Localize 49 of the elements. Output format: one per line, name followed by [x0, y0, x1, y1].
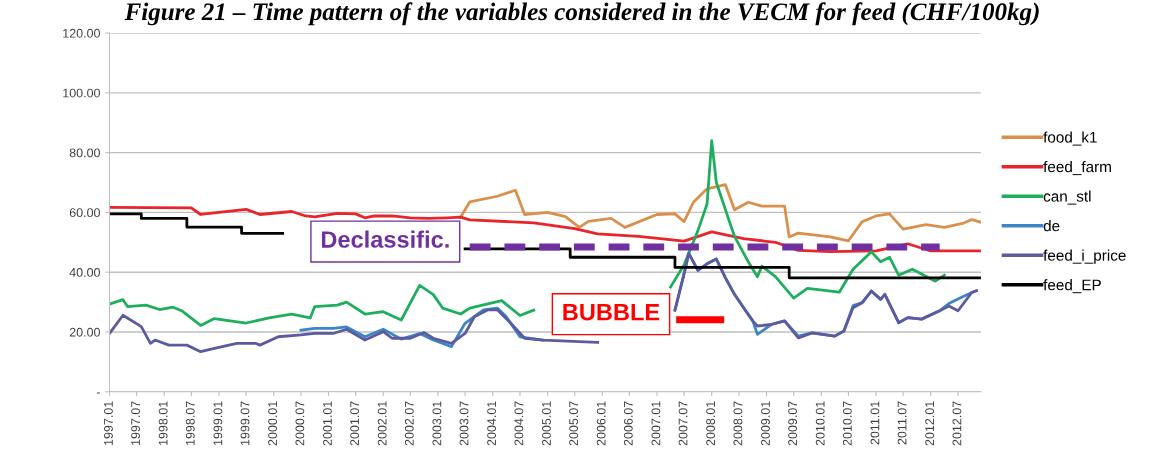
x-tick-label: 2007.07	[678, 401, 688, 446]
x-tick-label: 2009.07	[788, 401, 798, 446]
legend-label: can_stl	[1043, 190, 1091, 205]
x-tick-label: 2005.01	[542, 401, 551, 446]
y-tick-label: 20.00	[69, 327, 100, 337]
x-tick-label: 2010.07	[842, 401, 852, 446]
x-tick-label: 2007.01	[651, 401, 661, 446]
x-tick-label: 2011.07	[897, 401, 907, 445]
x-tick-label: 1997.01	[104, 401, 113, 446]
x-tick-label: 2006.07	[623, 401, 633, 446]
x-tick-label: 2001.01	[323, 401, 332, 446]
x-tick-label: 1998.01	[158, 401, 168, 446]
x-tick-label: 2002.07	[404, 401, 414, 446]
legend-label: feed_EP	[1043, 279, 1101, 294]
y-tick-label: 80.00	[69, 148, 100, 158]
y-tick-label: -	[96, 392, 100, 394]
x-tick-label: 2008.07	[733, 401, 743, 446]
y-tick-label: 120.00	[63, 28, 100, 38]
y-tick-label: 40.00	[69, 267, 100, 277]
x-tick-label: 1997.07	[131, 401, 140, 446]
x-tick-label: 2009.01	[761, 401, 770, 446]
chart-title: Figure 21 – Time pattern of the variables considered in the VECM for feed (CHF/100kg)	[124, 2, 1039, 26]
legend-label: food_k1	[1043, 131, 1097, 146]
x-tick-label: 2006.01	[596, 401, 606, 446]
x-tick-label: 1999.01	[213, 401, 223, 446]
x-tick-label: 2004.01	[487, 401, 497, 446]
annotation: BUBBLE	[563, 304, 660, 321]
legend-label: feed_farm	[1043, 161, 1111, 176]
x-tick-label: 2003.01	[432, 401, 442, 446]
x-tick-label: 2002.01	[377, 401, 387, 446]
annotation: Declassific.	[321, 230, 449, 248]
legend-label: feed_i_price	[1043, 249, 1126, 264]
y-tick-label: 100.00	[63, 88, 100, 98]
line-series	[459, 183, 981, 243]
x-tick-label: 2000.07	[295, 401, 305, 446]
x-tick-label: 2008.01	[706, 401, 716, 446]
legend-label: de	[1043, 220, 1060, 232]
x-tick-label: 2012.01	[925, 401, 935, 446]
x-tick-label: 1999.07	[240, 401, 250, 446]
x-tick-label: 2004.07	[514, 401, 524, 446]
x-tick-label: 2012.07	[952, 401, 962, 446]
x-tick-label: 2001.07	[350, 401, 360, 446]
x-tick-label: 2000.01	[268, 401, 278, 446]
x-tick-label: 2005.07	[569, 401, 579, 446]
y-tick-label: 60.00	[69, 208, 100, 218]
x-tick-label: 1998.07	[185, 401, 195, 446]
x-tick-label: 2010.01	[815, 401, 825, 446]
x-tick-label: 2011.01	[870, 401, 880, 445]
x-tick-label: 2003.07	[459, 401, 469, 446]
